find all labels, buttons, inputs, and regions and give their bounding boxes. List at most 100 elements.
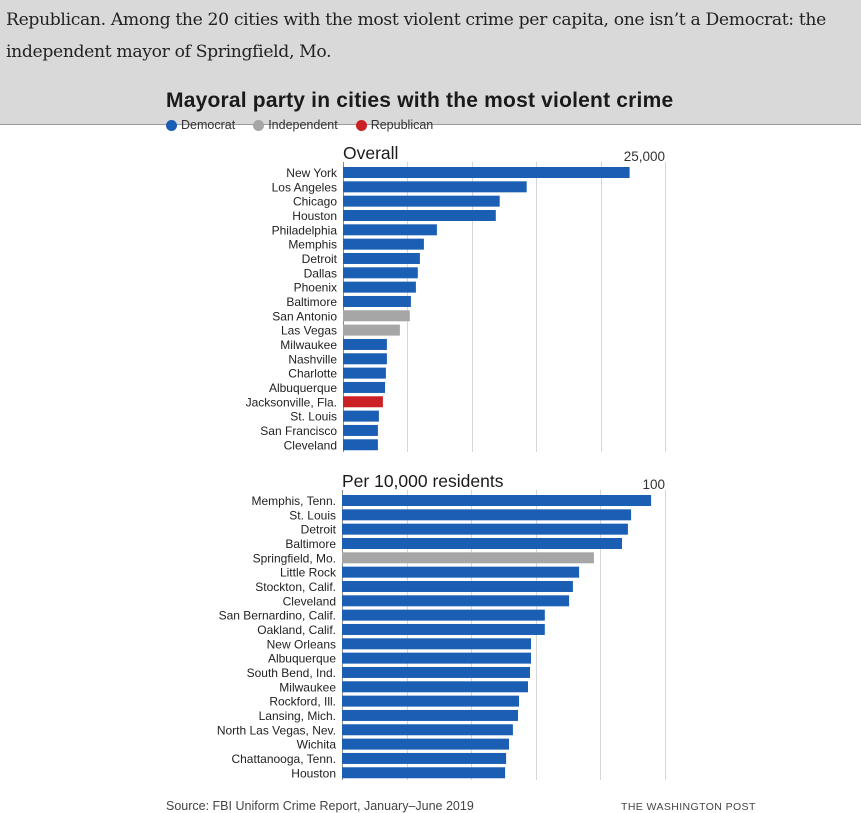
category-label: Rockford, Ill. <box>269 695 336 709</box>
bar <box>343 295 411 307</box>
category-label: Oakland, Calif. <box>257 623 336 637</box>
bar <box>343 195 500 207</box>
category-label: Los Angeles <box>272 180 337 194</box>
chart-title: Mayoral party in cities with the most vi… <box>166 89 674 112</box>
bar <box>342 523 628 535</box>
bar <box>342 580 573 592</box>
category-label: Nashville <box>288 352 337 366</box>
bar <box>343 238 424 250</box>
category-label: Cleveland <box>283 594 336 608</box>
publisher-credit: THE WASHINGTON POST <box>621 801 756 813</box>
bar <box>343 310 410 322</box>
bar <box>343 252 420 264</box>
bar <box>342 681 528 693</box>
category-label: Charlotte <box>288 367 337 381</box>
category-label: Las Vegas <box>281 324 337 338</box>
category-label: South Bend, Ind. <box>247 666 336 680</box>
bar <box>343 353 387 365</box>
democrat-dot-icon <box>166 119 177 131</box>
category-label: St. Louis <box>289 508 336 522</box>
bar <box>343 209 496 221</box>
category-label: Detroit <box>301 523 337 537</box>
bar <box>342 623 545 635</box>
bar <box>342 495 652 506</box>
article-text: Republican. Among the 20 cities with the… <box>6 4 861 68</box>
bar <box>342 695 519 707</box>
bar <box>342 509 632 521</box>
bar <box>342 638 531 650</box>
category-label: Phoenix <box>294 281 337 295</box>
bar <box>342 566 580 578</box>
bar <box>343 381 385 393</box>
chart-subtitle: Overall <box>343 143 398 163</box>
bar <box>343 396 383 408</box>
category-label: New York <box>286 166 338 180</box>
category-label: Albuquerque <box>269 381 337 395</box>
bar <box>342 738 509 750</box>
category-label: Baltimore <box>286 295 337 309</box>
article-line-1: Republican. Among the 20 cities with the… <box>6 10 826 30</box>
legend-label: Republican <box>370 118 434 132</box>
bar <box>343 439 378 451</box>
category-label: Chicago <box>293 195 337 209</box>
category-label: Philadelphia <box>272 223 338 237</box>
bar <box>342 724 513 736</box>
legend-item-republican: Republican <box>355 118 434 132</box>
republican-dot-icon <box>355 119 367 131</box>
category-label: Memphis <box>288 238 337 252</box>
bar <box>342 537 622 549</box>
category-label: Chattanooga, Tenn. <box>231 752 336 766</box>
category-label: Lansing, Mich. <box>259 709 336 723</box>
bar <box>342 652 531 664</box>
category-label: Springfield, Mo. <box>253 551 336 565</box>
category-label: San Antonio <box>272 309 337 323</box>
source-note: Source: FBI Uniform Crime Report, Januar… <box>166 799 474 813</box>
bar <box>343 367 386 379</box>
bar <box>342 609 545 621</box>
chart-subtitle: Per 10,000 residents <box>342 471 504 491</box>
article-overlay: Republican. Among the 20 cities with the… <box>0 0 861 125</box>
bar <box>342 752 507 764</box>
category-label: Jacksonville, Fla. <box>246 395 337 409</box>
axis-tick-label: 25,000 <box>624 149 665 164</box>
category-label: Detroit <box>302 252 338 266</box>
category-label: Memphis, Tenn. <box>252 494 337 508</box>
category-label: Milwaukee <box>280 338 337 352</box>
bar <box>343 338 387 350</box>
bar <box>342 666 530 678</box>
category-label: Dallas <box>304 266 337 280</box>
category-label: Milwaukee <box>279 680 336 694</box>
category-label: Cleveland <box>284 438 337 452</box>
legend-item-independent: Independent <box>253 118 338 132</box>
category-label: Stockton, Calif. <box>255 580 336 594</box>
bar <box>343 281 416 293</box>
legend-label: Independent <box>268 118 338 132</box>
bar <box>343 181 527 193</box>
category-label: Houston <box>292 209 337 223</box>
bar <box>342 595 570 607</box>
category-label: San Francisco <box>260 424 337 438</box>
bar <box>343 224 437 236</box>
axis-tick-label: 100 <box>642 477 665 492</box>
bar <box>342 767 506 779</box>
bar <box>343 324 400 336</box>
legend-label: Democrat <box>181 118 236 132</box>
category-label: New Orleans <box>267 637 336 651</box>
bar <box>343 424 378 436</box>
category-label: North Las Vegas, Nev. <box>217 723 336 737</box>
category-label: San Bernardino, Calif. <box>219 609 336 623</box>
category-label: Houston <box>291 766 336 780</box>
category-label: Baltimore <box>285 537 336 551</box>
legend-item-democrat: Democrat <box>166 118 235 132</box>
category-label: Little Rock <box>280 566 337 580</box>
bar <box>343 167 630 178</box>
category-label: St. Louis <box>290 410 337 424</box>
bar <box>342 552 594 564</box>
article-line-2: independent mayor of Springfield, Mo. <box>6 42 332 62</box>
legend: Democrat Independent Republican <box>166 118 433 132</box>
category-label: Albuquerque <box>268 652 336 666</box>
bar <box>343 410 379 422</box>
bar <box>343 267 418 279</box>
bar <box>342 709 518 721</box>
